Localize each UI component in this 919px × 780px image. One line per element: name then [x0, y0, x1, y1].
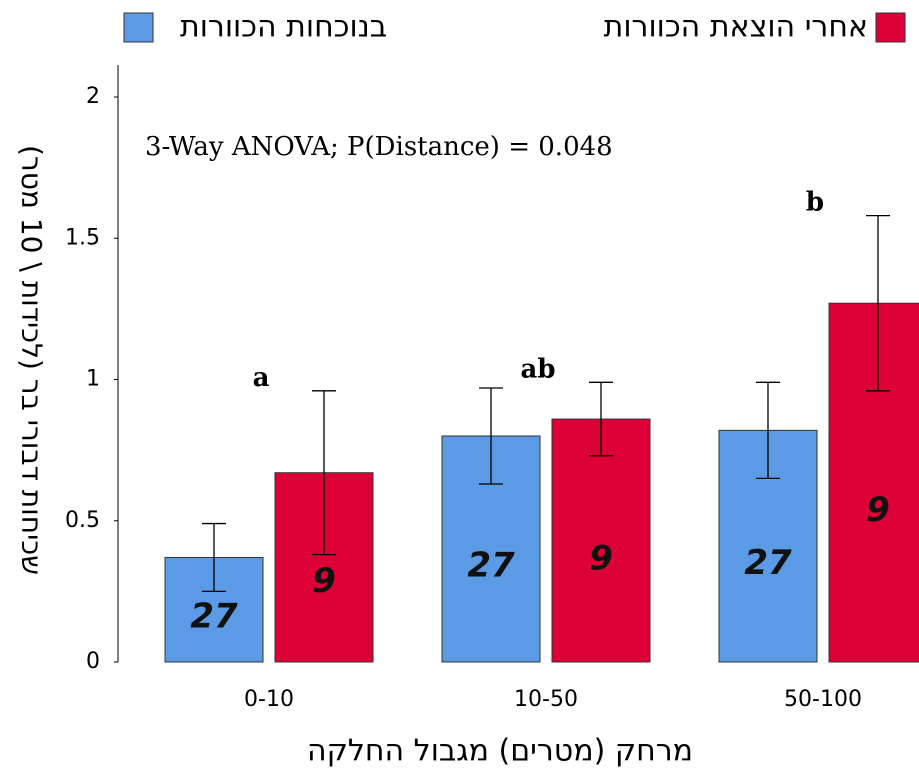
group-label: ab	[520, 354, 555, 384]
x-tick-label: 50-100	[784, 687, 862, 712]
error-bar	[479, 387, 503, 485]
error-bar	[589, 381, 613, 457]
y-axis-title: שכיחות דבורי בר (לכידות \ 10 מטר)	[15, 145, 48, 575]
bar	[551, 418, 651, 663]
sample-size: 9	[589, 538, 613, 578]
error-bar	[756, 381, 780, 480]
sample-size: 27	[190, 597, 238, 637]
sample-size: 9	[866, 490, 890, 530]
bar	[828, 302, 919, 663]
sample-size: 27	[744, 543, 792, 583]
y-tick-label: 0	[86, 649, 100, 674]
group-label: b	[806, 188, 824, 218]
legend-label: אחרי הוצאת הכוורות	[604, 10, 868, 45]
legend-label: בנוכחות הכוורות	[180, 10, 387, 45]
legend-swatch	[875, 12, 906, 43]
error-bar	[202, 522, 226, 593]
y-tick-label: 1.5	[65, 225, 100, 250]
legend-swatch	[123, 12, 154, 43]
y-tick-label: 2	[86, 84, 100, 109]
x-tick-label: 10-50	[514, 687, 578, 712]
x-axis-title: מרחק (מטרים) מגבול החלקה	[307, 734, 693, 769]
y-tick-label: 1	[86, 367, 100, 392]
y-tick-label: 0.5	[65, 508, 100, 533]
group-label: a	[253, 363, 270, 393]
x-tick-label: 0-10	[244, 687, 294, 712]
annotation: 3-Way ANOVA; P(Distance) = 0.048	[145, 132, 613, 162]
sample-size: 27	[467, 546, 515, 586]
error-bar	[866, 215, 890, 392]
sample-size: 9	[312, 561, 336, 601]
error-bar	[312, 390, 336, 556]
